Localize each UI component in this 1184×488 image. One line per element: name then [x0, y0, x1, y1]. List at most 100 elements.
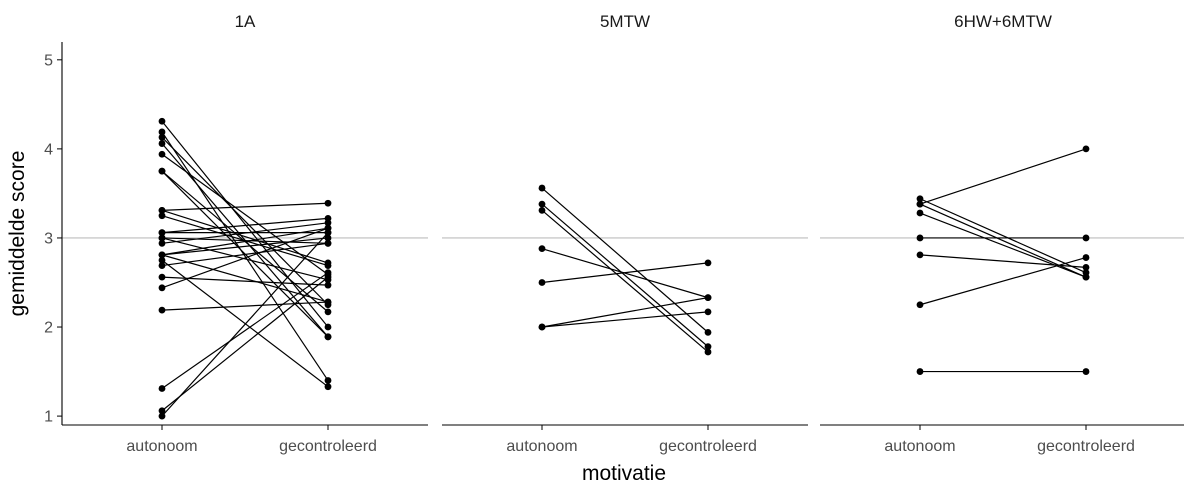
- data-point: [158, 306, 166, 314]
- series-line: [161, 131, 329, 381]
- data-point: [158, 412, 166, 420]
- series-line: [161, 217, 329, 234]
- data-point: [1082, 234, 1090, 242]
- data-point: [704, 308, 712, 316]
- data-point: [158, 385, 166, 392]
- data-point: [158, 256, 166, 264]
- data-point: [916, 368, 924, 375]
- series-line: [161, 222, 329, 244]
- series-line: [161, 136, 329, 306]
- series-line: [161, 276, 329, 412]
- data-point: [916, 209, 924, 217]
- data-point: [1082, 145, 1090, 153]
- data-point: [324, 262, 332, 269]
- series-line: [541, 187, 709, 333]
- data-point: [538, 200, 546, 208]
- data-point: [324, 273, 332, 281]
- data-point: [704, 328, 712, 336]
- data-point: [916, 200, 924, 208]
- data-point: [538, 206, 546, 214]
- y-axis: 1 2 3 4 5: [44, 42, 63, 426]
- data-point: [324, 323, 332, 331]
- x-tick-label: autonoom: [506, 438, 577, 455]
- panel-title: 6HW+6MTW: [954, 12, 1052, 31]
- data-point: [704, 348, 712, 356]
- series-line: [161, 242, 329, 267]
- data-point: [324, 298, 332, 306]
- x-axis-title: motivatie: [582, 462, 666, 485]
- data-point: [916, 301, 924, 309]
- data-point: [1082, 254, 1090, 261]
- y-axis-title: gemiddelde score: [6, 151, 29, 317]
- x-tick-label: gecontroleerd: [659, 438, 757, 455]
- data-point: [916, 195, 924, 203]
- data-point: [158, 150, 166, 158]
- data-point: [158, 234, 166, 242]
- y-tick-label: 3: [44, 230, 53, 247]
- data-point: [704, 259, 712, 267]
- data-point: [158, 239, 166, 247]
- data-point: [916, 251, 924, 259]
- y-tick-label: 5: [44, 52, 53, 69]
- data-point: [324, 308, 332, 316]
- data-point: [158, 128, 166, 136]
- data-point: [1082, 368, 1090, 375]
- data-point: [324, 229, 332, 237]
- series-line: [161, 120, 329, 328]
- series-line: [161, 202, 329, 211]
- data-point: [704, 294, 712, 302]
- panel-2: 5MTW autonoom gecontroleerd: [442, 12, 808, 455]
- data-point: [158, 212, 166, 220]
- data-point: [538, 184, 546, 192]
- series-line: [541, 262, 709, 284]
- data-point: [158, 133, 166, 141]
- data-point: [324, 239, 332, 247]
- data-point: [324, 219, 332, 227]
- series-line: [919, 198, 1087, 274]
- panel-title: 5MTW: [600, 12, 650, 31]
- series-line: [161, 237, 329, 281]
- series-line: [161, 227, 329, 256]
- data-point: [324, 234, 332, 242]
- series-line: [919, 212, 1087, 278]
- data-point: [324, 281, 332, 289]
- series-line: [161, 301, 329, 311]
- y-tick-label: 1: [44, 409, 53, 426]
- data-point: [158, 117, 166, 125]
- data-point: [158, 407, 166, 415]
- series-line: [161, 232, 329, 417]
- y-tick-label: 4: [44, 141, 53, 158]
- x-tick-label: autonoom: [126, 438, 197, 455]
- data-point: [324, 377, 332, 384]
- data-point: [538, 245, 546, 253]
- data-point: [538, 279, 546, 286]
- panel-1: 1A autonoom gecontroleerd: [62, 12, 428, 455]
- series-line: [541, 203, 709, 348]
- data-point: [324, 199, 332, 207]
- x-tick-label: gecontroleerd: [1037, 438, 1135, 455]
- series-line: [541, 297, 709, 328]
- data-point: [158, 229, 166, 237]
- series-line: [161, 254, 329, 303]
- series-line: [161, 227, 329, 289]
- panel-title: 1A: [235, 12, 256, 31]
- data-point: [704, 343, 712, 351]
- x-tick-label: autonoom: [884, 438, 955, 455]
- data-point: [916, 234, 924, 242]
- data-point: [158, 140, 166, 147]
- series-line: [919, 203, 1087, 278]
- data-point: [324, 383, 332, 391]
- data-point: [158, 284, 166, 292]
- series-line: [161, 209, 329, 264]
- data-point: [1082, 273, 1090, 281]
- data-point: [324, 333, 332, 341]
- panels-layer: 1A autonoom gecontroleerd 5MTW autonoom gecon…: [62, 12, 1184, 455]
- data-point: [158, 262, 166, 269]
- series-line: [919, 256, 1087, 306]
- series-line: [919, 148, 1087, 205]
- data-point: [158, 273, 166, 281]
- y-tick-label: 2: [44, 320, 53, 337]
- series-line: [161, 272, 329, 389]
- panel-3: 6HW+6MTW autonoom gecontroleerd: [820, 12, 1184, 455]
